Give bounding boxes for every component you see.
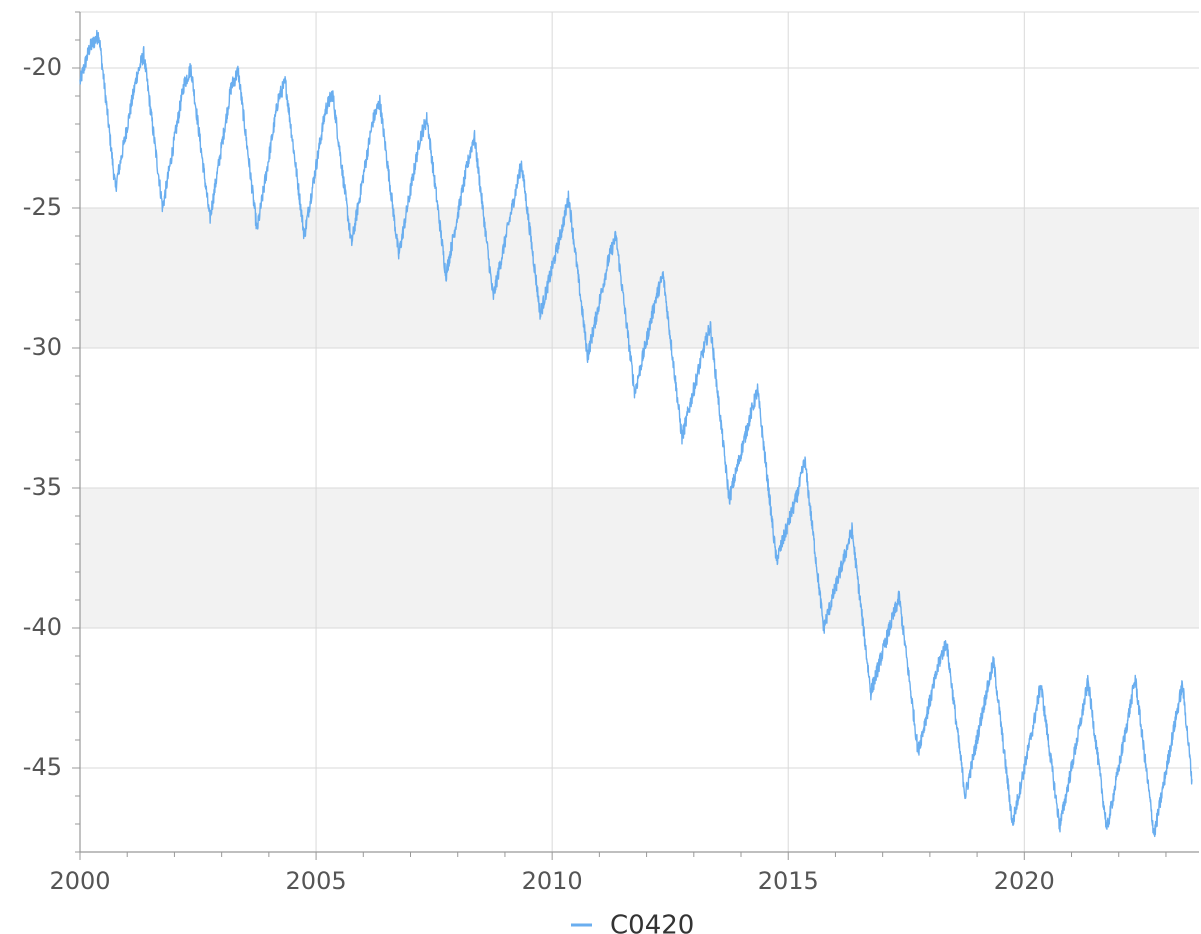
- background-bands: [80, 208, 1199, 628]
- x-tick-label: 2005: [286, 867, 347, 895]
- y-tick-label: -40: [23, 613, 62, 641]
- axes: -20 -25 -30 -35 -40 -45 2000 2005 2010 2015 2020: [23, 11, 1199, 895]
- grid-lines: [79, 11, 1199, 852]
- legend[interactable]: C0420: [571, 911, 694, 934]
- y-tick-label: -45: [23, 753, 62, 781]
- x-tick-label: 2000: [49, 867, 110, 895]
- background-band: [80, 208, 1199, 348]
- y-tick-label: -25: [23, 193, 62, 221]
- x-tick-label: 2020: [994, 867, 1055, 895]
- y-tick-label: -35: [23, 473, 62, 501]
- series-line-c0420[interactable]: [79, 29, 1193, 838]
- series-layer: [79, 29, 1193, 838]
- x-tick-label: 2010: [522, 867, 583, 895]
- y-tick-label: -20: [23, 53, 62, 81]
- x-tick-label: 2015: [758, 867, 819, 895]
- background-band: [80, 488, 1199, 628]
- y-tick-label: -30: [23, 333, 62, 361]
- legend-label-c0420: C0420: [610, 911, 694, 934]
